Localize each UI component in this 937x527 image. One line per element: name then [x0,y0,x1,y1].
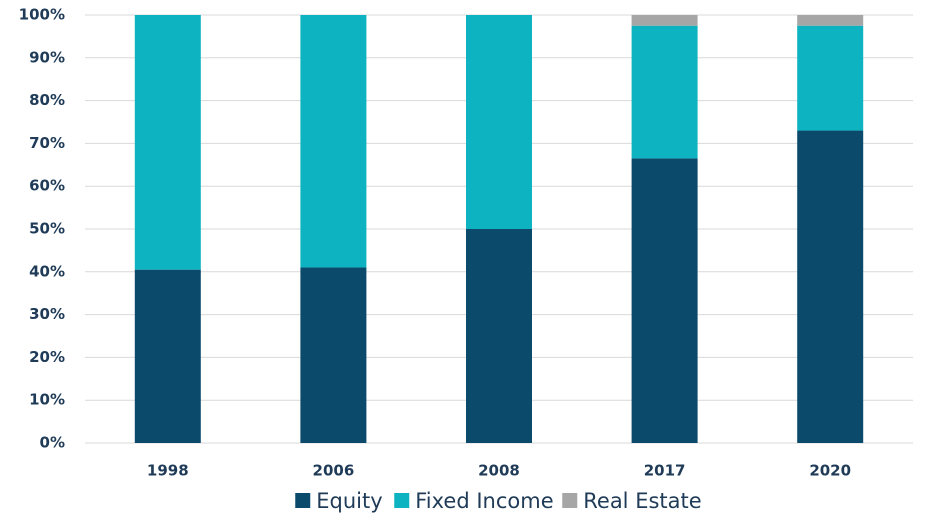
y-tick-label: 50% [29,220,65,238]
y-tick-label: 40% [29,262,65,280]
bar-segment [134,269,201,443]
legend-swatch [394,493,410,508]
y-tick-label: 80% [29,91,65,109]
x-tick-label: 2020 [809,462,851,480]
legend-swatch [562,493,578,508]
y-tick-label: 90% [29,48,65,66]
bar-segment [797,130,864,443]
y-tick-label: 100% [19,6,65,24]
y-tick-label: 30% [29,305,65,323]
bar-segment [631,158,698,443]
x-tick-label: 2008 [478,462,520,480]
y-tick-label: 20% [29,348,65,366]
bar-segment [797,25,864,131]
bar-segment [466,229,532,443]
bar-segment [300,15,367,268]
y-tick-label: 60% [29,177,65,195]
bar-segment [631,15,698,26]
x-tick-label: 2017 [644,462,686,480]
x-tick-label: 2006 [313,462,355,480]
bar-segment [797,15,864,26]
bar-segment [134,15,201,270]
bar-segment [631,25,698,159]
legend-label: Real Estate [583,489,701,513]
x-tick-label: 1998 [147,462,189,480]
legend-label: Equity [316,489,382,513]
y-tick-label: 70% [29,134,65,152]
bar-segment [300,267,367,443]
y-tick-label: 0% [40,434,65,452]
y-tick-label: 10% [29,391,65,409]
legend-label: Fixed Income [415,489,553,513]
bar-segment [466,15,532,229]
legend-swatch [295,493,311,508]
